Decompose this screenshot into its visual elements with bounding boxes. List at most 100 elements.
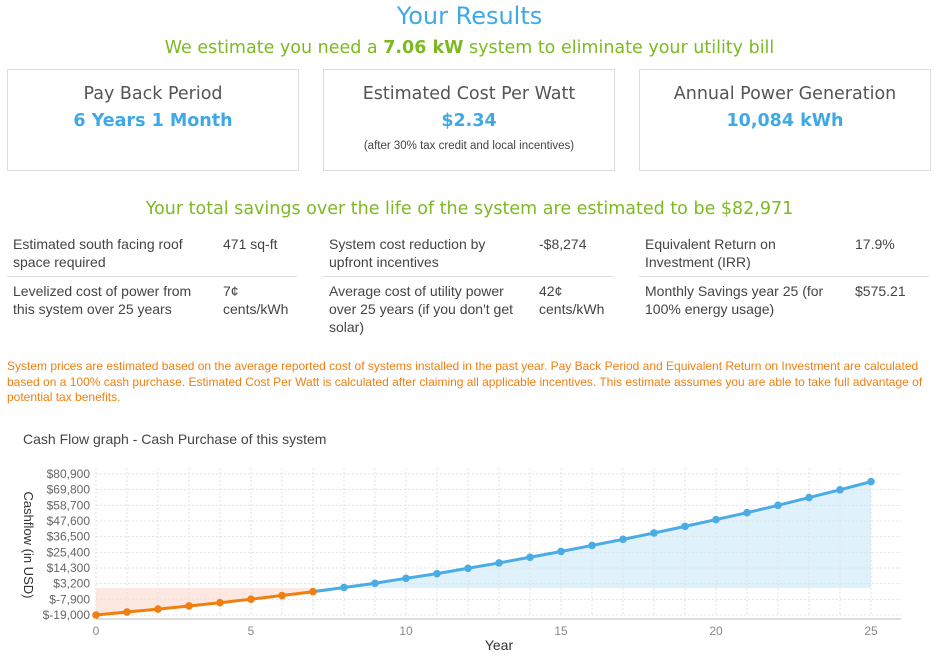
stat-row-incentives: System cost reduction by upfront incenti…: [323, 230, 613, 277]
crossover-area: [313, 587, 344, 592]
cost-per-watt-card: Estimated Cost Per Watt $2.34 (after 30%…: [323, 69, 615, 171]
data-point: [743, 508, 751, 517]
series-line-segment: [807, 488, 842, 500]
stat-value: -$8,274: [539, 236, 587, 252]
data-point: [588, 541, 596, 550]
data-point: [154, 605, 162, 613]
data-point: [247, 595, 255, 603]
stat-label: Estimated south facing roof space requir…: [13, 236, 183, 270]
data-point: [464, 564, 472, 573]
series-line-segment: [342, 581, 377, 589]
stat-label: Monthly Savings year 25 (for 100% energy…: [645, 283, 824, 317]
subtitle-prefix: We estimate you need a: [164, 38, 384, 58]
x-tick-label: 10: [399, 624, 413, 638]
series-line-segment: [280, 590, 315, 598]
stat-label: Equivalent Return on Investment (IRR): [645, 236, 776, 270]
series-line-segment: [652, 524, 687, 535]
data-point: [123, 608, 131, 616]
series-line-segment: [590, 537, 625, 547]
x-tick-label: 15: [554, 624, 568, 638]
series-line-segment: [218, 597, 253, 605]
system-size-summary: We estimate you need a 7.06 kW system to…: [0, 38, 939, 58]
card-value: 10,084 kWh: [726, 111, 844, 131]
series-line-segment: [745, 503, 780, 515]
data-point: [92, 611, 100, 619]
stat-value: $575.21: [855, 283, 906, 299]
x-tick-label: 0: [93, 624, 100, 638]
y-tick-label: $80,900: [47, 467, 91, 481]
stats-column-1: Estimated south facing roof space requir…: [7, 230, 297, 337]
data-point: [774, 501, 782, 510]
x-tick-label: 20: [709, 624, 723, 638]
system-size-value: 7.06 kW: [383, 38, 464, 58]
data-point: [805, 493, 813, 502]
card-value: 6 Years 1 Month: [73, 111, 233, 131]
estimate-disclaimer: System prices are estimated based on the…: [7, 359, 923, 404]
data-point: [650, 529, 658, 537]
series-line-segment: [404, 572, 439, 580]
data-point: [216, 598, 224, 607]
data-point: [495, 559, 503, 567]
card-value: $2.34: [441, 111, 497, 131]
y-tick-label: $-7,900: [49, 592, 90, 606]
data-point: [371, 579, 379, 588]
y-tick-label: $-19,000: [43, 608, 91, 622]
data-point: [433, 569, 441, 578]
payback-period-card: Pay Back Period 6 Years 1 Month: [7, 69, 299, 171]
data-point: [836, 486, 844, 494]
series-line-segment: [838, 480, 873, 492]
subtitle-suffix: system to eliminate your utility bill: [463, 38, 775, 58]
series-line-segment: [187, 601, 222, 608]
card-title: Annual Power Generation: [673, 84, 897, 104]
data-point: [867, 477, 875, 486]
data-point: [185, 602, 193, 610]
annual-generation-card: Annual Power Generation 10,084 kWh: [639, 69, 931, 171]
data-point: [278, 591, 286, 600]
y-tick-label: $3,200: [53, 577, 90, 591]
y-tick-label: $36,500: [47, 530, 91, 544]
stat-value: 7¢ cents/kWh: [223, 283, 289, 317]
data-point: [681, 522, 689, 531]
stat-row-roof-space: Estimated south facing roof space requir…: [7, 230, 297, 277]
data-point: [340, 583, 348, 592]
data-point: [619, 535, 627, 544]
card-note: (after 30% tax credit and local incentiv…: [363, 140, 575, 152]
chart-title: Cash Flow graph - Cash Purchase of this …: [23, 431, 327, 447]
stats-column-3: Equivalent Return on Investment (IRR) 17…: [639, 230, 929, 337]
y-tick-label: $25,400: [47, 545, 91, 559]
data-point: [526, 553, 534, 562]
stat-label: System cost reduction by upfront incenti…: [329, 236, 486, 270]
series-line-segment: [249, 594, 284, 601]
stat-value: 471 sq-ft: [223, 236, 278, 252]
series-line-segment: [435, 566, 470, 576]
y-tick-label: $69,800: [47, 483, 91, 497]
card-title: Estimated Cost Per Watt: [362, 84, 576, 104]
card-title: Pay Back Period: [83, 84, 223, 104]
series-line-segment: [156, 604, 191, 611]
positive-area: [344, 481, 871, 589]
cashflow-chart: $-19,000 $-7,900$3,200 $14,300 $25,400$36,5…: [21, 467, 901, 653]
stat-row-levelized-cost: Levelized cost of power from this system…: [7, 277, 297, 337]
y-tick-label: $47,600: [47, 514, 91, 528]
data-point: [557, 547, 565, 556]
y-tick-label: $58,700: [47, 498, 91, 512]
series-line-segment: [621, 531, 656, 541]
data-point: [402, 574, 410, 583]
series-line-segment: [559, 543, 594, 553]
series-line-segment: [714, 511, 749, 522]
data-point: [712, 515, 720, 524]
series-line-segment: [466, 561, 501, 570]
series-line-segment: [683, 518, 718, 528]
page-title: Your Results: [396, 2, 543, 30]
stat-value: 42¢ cents/kWh: [539, 283, 605, 317]
stat-row-utility-cost: Average cost of utility power over 25 ye…: [323, 277, 613, 337]
total-savings-headline: Your total savings over the life of the …: [145, 199, 794, 219]
stat-row-irr: Equivalent Return on Investment (IRR) 17…: [639, 230, 929, 277]
series-line-segment: [373, 576, 408, 585]
y-axis-label: Cashflow (in USD): [21, 492, 36, 599]
x-axis-label: Year: [485, 637, 514, 653]
negative-area: [96, 588, 313, 615]
stat-label: Levelized cost of power from this system…: [13, 283, 192, 317]
stat-label: Average cost of utility power over 25 ye…: [329, 283, 513, 335]
series-line-segment: [497, 555, 532, 565]
